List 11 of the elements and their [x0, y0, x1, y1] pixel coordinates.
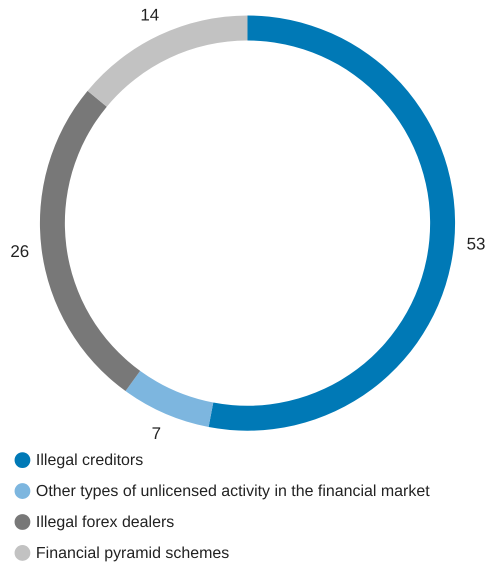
data-label: 53	[466, 234, 486, 254]
donut-slice	[125, 370, 214, 428]
donut-slice	[40, 90, 140, 392]
donut-slice	[208, 16, 455, 430]
legend-label: Illegal forex dealers	[36, 514, 174, 532]
data-label: 14	[140, 5, 160, 24]
legend-label: Financial pyramid schemes	[36, 544, 230, 562]
legend-label: Other types of unlicensed activity in the financial market	[36, 483, 430, 500]
data-label: 7	[152, 424, 162, 443]
legend-label: Illegal creditors	[36, 452, 144, 470]
data-label: 26	[10, 242, 30, 261]
